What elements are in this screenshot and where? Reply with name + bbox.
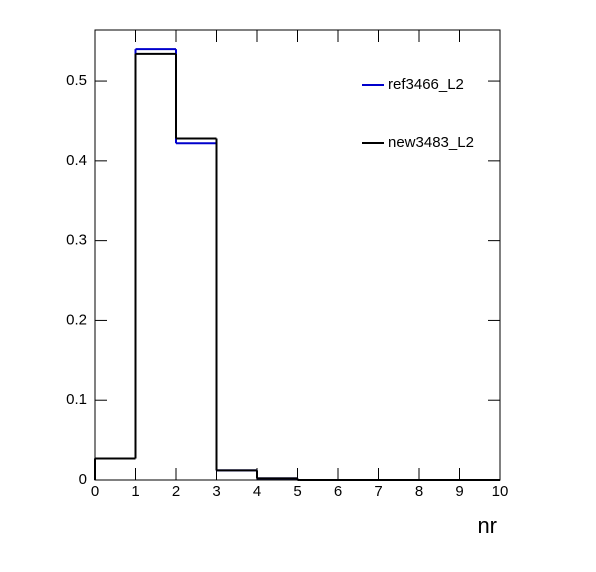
y-tick-label: 0 [79,471,87,488]
x-tick-label: 9 [455,483,463,500]
x-tick-label: 4 [253,483,261,500]
x-tick-label: 2 [172,483,180,500]
legend [357,62,497,170]
y-tick-label: 0.2 [66,311,87,328]
legend-label: new3483_L2 [388,134,474,151]
y-tick-label: 0.3 [66,232,87,249]
y-tick-label: 0.5 [66,72,87,89]
y-tick-label: 0.1 [66,391,87,408]
x-tick-label: 3 [212,483,220,500]
x-tick-label: 7 [374,483,382,500]
x-tick-label: 1 [131,483,139,500]
y-tick-label: 0.4 [66,152,87,169]
legend-label: ref3466_L2 [388,76,464,93]
x-tick-label: 5 [293,483,301,500]
x-tick-label: 0 [91,483,99,500]
x-tick-label: 8 [415,483,423,500]
x-axis-label: nr [477,513,497,538]
x-tick-label: 10 [492,483,509,500]
x-tick-label: 6 [334,483,342,500]
